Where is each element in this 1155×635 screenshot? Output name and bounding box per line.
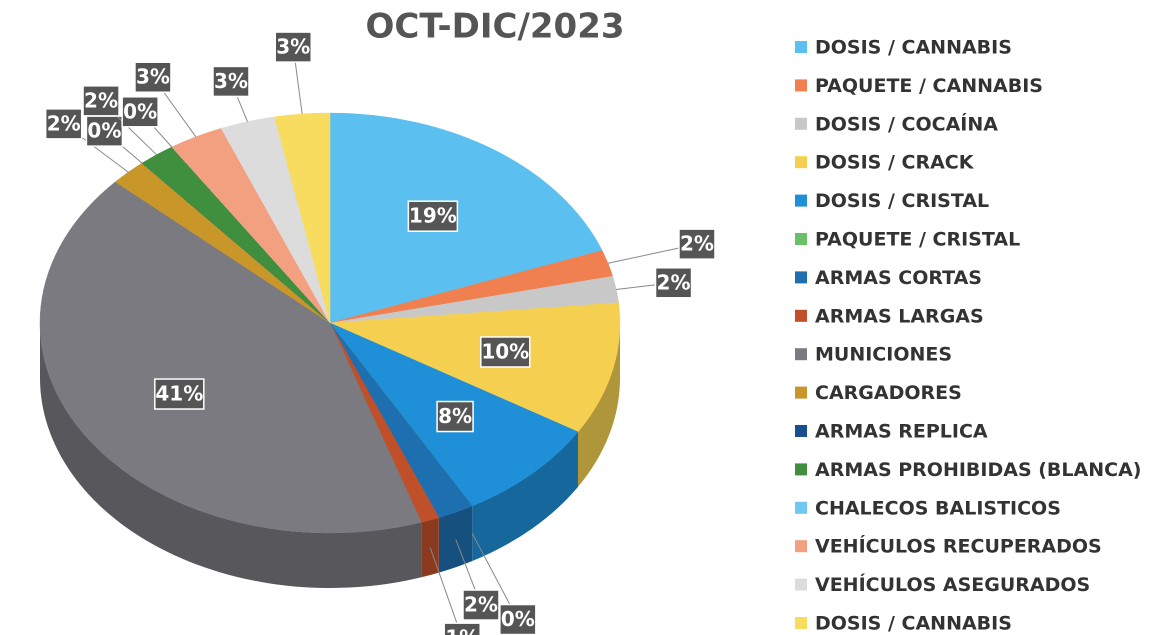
legend-swatch [795, 233, 807, 245]
legend-swatch [795, 540, 807, 553]
data-label: 0% [123, 99, 157, 123]
legend-swatch [795, 309, 807, 322]
slice-side [421, 517, 439, 578]
legend-label: DOSIS / COCAÍNA [815, 112, 998, 135]
data-label: 2% [464, 593, 498, 617]
label-box [499, 603, 537, 635]
data-label: 0% [87, 119, 121, 143]
label-box [480, 336, 531, 368]
data-label: 2% [680, 232, 714, 256]
legend-label: ARMAS PROHIBIDAS (BLANCA) [815, 459, 1141, 481]
data-label: 2% [84, 88, 118, 112]
legend-swatch [795, 348, 807, 361]
slice-side [577, 323, 620, 487]
label-box [654, 267, 693, 299]
legend-swatch [795, 156, 807, 169]
label-box [154, 378, 205, 410]
slice [274, 112, 331, 324]
legend-label: ARMAS REPLICA [815, 421, 988, 443]
legend-swatch [795, 41, 807, 53]
data-label: 41% [155, 382, 203, 406]
data-label: 3% [214, 69, 248, 93]
label-box [436, 400, 474, 433]
label-box [407, 200, 459, 232]
legend-label: VEHÍCULOS RECUPERADOS [815, 535, 1102, 558]
data-label: 2% [47, 111, 81, 135]
label-box [134, 61, 172, 93]
legend-label: CHALECOS BALISTICOS [815, 497, 1061, 519]
legend-swatch [795, 194, 807, 207]
legend-label: DOSIS / CANNABIS [815, 37, 1012, 59]
legend-label: ARMAS CORTAS [815, 267, 982, 289]
data-label: 0% [501, 607, 535, 631]
legend-label: PAQUETE / CANNABIS [815, 75, 1043, 97]
legend-swatch [795, 79, 807, 92]
legend-label: DOSIS / CRISTAL [815, 190, 989, 212]
data-label: 3% [136, 65, 170, 89]
data-label: 10% [481, 339, 529, 363]
data-label: 3% [276, 35, 310, 59]
label-box [44, 108, 83, 140]
data-label: 1% [445, 626, 479, 635]
slice-side [472, 431, 578, 561]
chart-title: OCT-DIC/2023 [365, 7, 624, 47]
slice [329, 302, 621, 433]
legend-swatch [795, 578, 807, 591]
legend-label: CARGADORES [815, 382, 962, 404]
slice-side [40, 323, 422, 588]
data-label: 2% [657, 270, 691, 294]
legend-swatch [795, 271, 807, 284]
label-box [462, 589, 500, 621]
label-box [121, 96, 159, 128]
legend-label: DOSIS / CRACK [815, 152, 975, 174]
label-box [274, 31, 312, 63]
slice-side [438, 505, 473, 573]
legend-swatch [795, 425, 807, 437]
data-label: 19% [409, 204, 457, 228]
legend-label: VEHÍCULOS ASEGURADOS [815, 573, 1090, 596]
data-label: 8% [438, 404, 472, 428]
label-box [82, 85, 120, 117]
legend-swatch [795, 501, 807, 514]
legend-swatch [795, 117, 807, 130]
legend-swatch [795, 386, 807, 399]
legend-label: MUNICIONES [815, 344, 952, 366]
slice [39, 181, 422, 534]
legend-label: PAQUETE / CRISTAL [815, 229, 1020, 251]
legend-swatch [795, 617, 807, 629]
legend-label: DOSIS / CANNABIS [815, 613, 1012, 635]
label-box [443, 622, 481, 635]
label-box [678, 228, 716, 260]
legend-label: ARMAS LARGAS [815, 305, 984, 327]
label-box [212, 65, 250, 98]
legend-swatch [795, 463, 807, 476]
slice [329, 112, 603, 324]
